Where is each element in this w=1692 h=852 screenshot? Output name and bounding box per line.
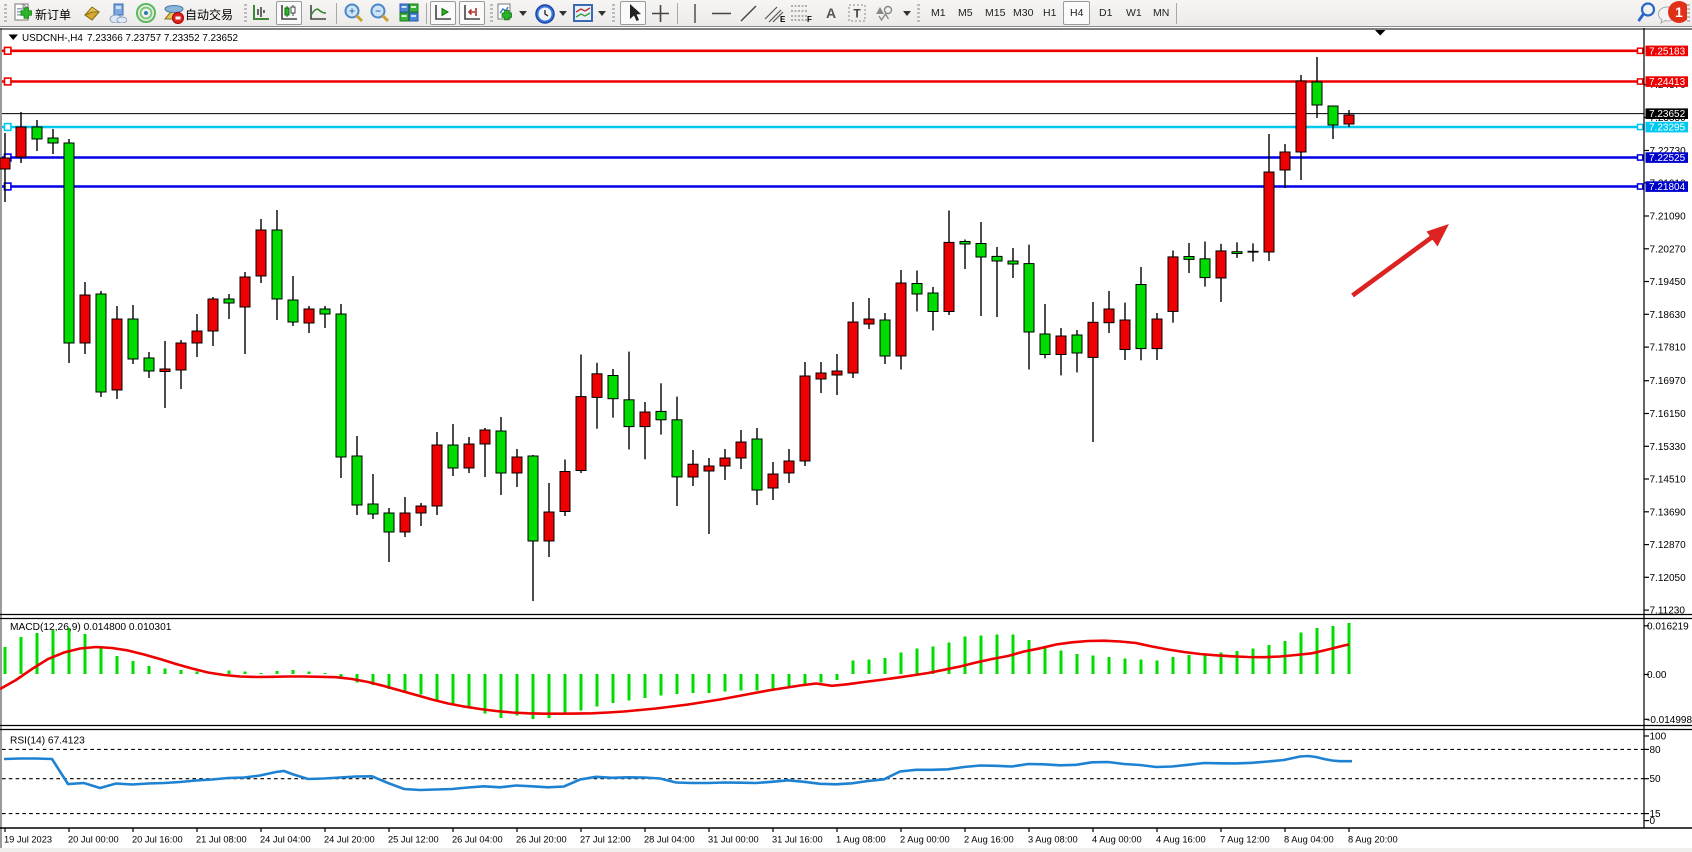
svg-text:24 Jul 04:00: 24 Jul 04:00 (260, 835, 311, 845)
svg-text:7.14510: 7.14510 (1650, 475, 1687, 486)
svg-text:2 Aug 16:00: 2 Aug 16:00 (964, 835, 1014, 845)
svg-text:USDCNH-,H4: USDCNH-,H4 (22, 33, 83, 44)
svg-text:20 Jul 16:00: 20 Jul 16:00 (132, 835, 183, 845)
svg-text:7.16150: 7.16150 (1650, 409, 1687, 420)
svg-text:26 Jul 20:00: 26 Jul 20:00 (516, 835, 567, 845)
svg-text:24 Jul 20:00: 24 Jul 20:00 (324, 835, 375, 845)
svg-text:T: T (853, 7, 861, 21)
svg-text:7.20270: 7.20270 (1650, 244, 1687, 255)
svg-text:7.23366 7.23757 7.23352 7.2365: 7.23366 7.23757 7.23352 7.23652 (87, 33, 238, 44)
svg-text:+: + (349, 7, 355, 18)
svg-text:31 Jul 00:00: 31 Jul 00:00 (708, 835, 759, 845)
svg-text:0.00: 0.00 (1647, 670, 1667, 681)
svg-text:7.12050: 7.12050 (1650, 573, 1687, 584)
svg-text:19 Jul 2023: 19 Jul 2023 (4, 835, 52, 845)
svg-text:7.18630: 7.18630 (1650, 310, 1687, 321)
svg-text:-0.014998: -0.014998 (1647, 715, 1692, 726)
svg-text:7.17810: 7.17810 (1650, 343, 1687, 354)
svg-text:21 Jul 08:00: 21 Jul 08:00 (196, 835, 247, 845)
svg-text:RSI(14) 67.4123: RSI(14) 67.4123 (10, 736, 85, 747)
svg-text:7.23295: 7.23295 (1649, 123, 1686, 134)
svg-text:7.19450: 7.19450 (1650, 277, 1687, 288)
svg-text:8 Aug 20:00: 8 Aug 20:00 (1348, 835, 1398, 845)
svg-text:15: 15 (1650, 809, 1662, 820)
svg-text:0.016219: 0.016219 (1647, 621, 1689, 632)
svg-text:7.21090: 7.21090 (1650, 212, 1687, 223)
svg-text:F: F (807, 15, 812, 24)
svg-text:MACD(12,26,9) 0.014800 0.01030: MACD(12,26,9) 0.014800 0.010301 (10, 622, 172, 633)
svg-text:7.22525: 7.22525 (1649, 153, 1686, 164)
svg-text:27 Jul 12:00: 27 Jul 12:00 (580, 835, 631, 845)
svg-text:7 Aug 12:00: 7 Aug 12:00 (1220, 835, 1270, 845)
svg-text:7.21804: 7.21804 (1649, 182, 1686, 193)
svg-text:−: − (375, 7, 381, 18)
svg-text:25 Jul 12:00: 25 Jul 12:00 (388, 835, 439, 845)
svg-text:80: 80 (1650, 745, 1662, 756)
svg-text:7.12870: 7.12870 (1650, 540, 1687, 551)
svg-text:7.24413: 7.24413 (1649, 77, 1686, 88)
svg-text:E: E (780, 15, 786, 24)
svg-text:7.13690: 7.13690 (1650, 507, 1687, 518)
svg-text:50: 50 (1650, 774, 1662, 785)
svg-text:7.22730: 7.22730 (1650, 146, 1687, 157)
svg-text:7.11230: 7.11230 (1650, 606, 1686, 617)
svg-text:4 Aug 00:00: 4 Aug 00:00 (1092, 835, 1142, 845)
svg-text:28 Jul 04:00: 28 Jul 04:00 (644, 835, 695, 845)
svg-text:7.16970: 7.16970 (1650, 376, 1687, 387)
svg-text:8 Aug 04:00: 8 Aug 04:00 (1284, 835, 1334, 845)
svg-text:1 Aug 08:00: 1 Aug 08:00 (836, 835, 886, 845)
svg-text:7.23652: 7.23652 (1649, 109, 1686, 120)
svg-text:7.25183: 7.25183 (1649, 46, 1686, 57)
svg-text:100: 100 (1650, 732, 1667, 743)
svg-text:20 Jul 00:00: 20 Jul 00:00 (68, 835, 119, 845)
svg-text:26 Jul 04:00: 26 Jul 04:00 (452, 835, 503, 845)
svg-text:7.15330: 7.15330 (1650, 442, 1687, 453)
svg-text:31 Jul 16:00: 31 Jul 16:00 (772, 835, 823, 845)
svg-text:3 Aug 08:00: 3 Aug 08:00 (1028, 835, 1078, 845)
svg-text:0: 0 (1650, 816, 1656, 827)
svg-text:2 Aug 00:00: 2 Aug 00:00 (900, 835, 950, 845)
svg-text:4 Aug 16:00: 4 Aug 16:00 (1156, 835, 1206, 845)
